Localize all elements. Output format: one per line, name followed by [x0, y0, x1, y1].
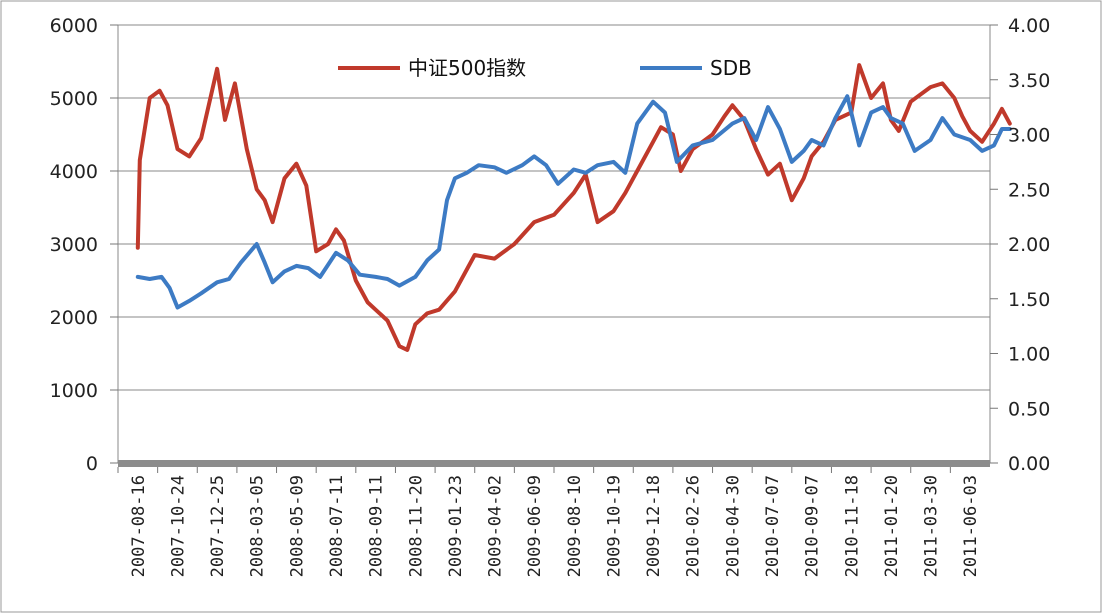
y-right-tick-label: 3.50	[1008, 70, 1050, 92]
series-lines	[135, 63, 1012, 352]
x-tick-label: 2008-03-05	[248, 475, 268, 577]
x-tick-label: 2008-09-11	[367, 475, 387, 577]
x-tick-label: 2007-08-16	[129, 475, 149, 577]
legend: 中证500指数 SDB	[338, 56, 752, 80]
y-right-tick-label: 2.00	[1008, 234, 1050, 256]
x-tick-label: 2008-05-09	[287, 475, 307, 577]
x-tick-label: 2008-07-11	[327, 475, 347, 577]
y-right-tick-label: 4.00	[1008, 15, 1050, 37]
x-tick-label: 2008-11-20	[406, 475, 426, 577]
series-line-sdb	[135, 94, 1012, 310]
x-tick-label: 2010-04-30	[723, 475, 743, 577]
legend-label: SDB	[710, 56, 752, 80]
x-tick-label: 2011-01-20	[882, 475, 902, 577]
y-right-tick-label: 0.50	[1008, 398, 1050, 420]
y-left-tick-label: 4000	[50, 161, 98, 183]
x-tick-label: 2009-08-10	[565, 475, 585, 577]
x-tick-label: 2009-06-09	[525, 475, 545, 577]
x-tick-label: 2007-10-24	[168, 475, 188, 577]
y-left-tick-label: 0	[86, 453, 98, 475]
x-tick-label: 2010-02-26	[684, 475, 704, 577]
y-right-tick-label: 3.00	[1008, 125, 1050, 147]
y-right-tick-label: 1.00	[1008, 344, 1050, 366]
y-right-tick-label: 0.00	[1008, 453, 1050, 475]
x-tick-label: 2009-04-02	[486, 475, 506, 577]
y-left-tick-label: 1000	[50, 380, 98, 402]
x-tick-label: 2009-10-19	[604, 475, 624, 577]
x-tick-label: 2011-06-03	[961, 475, 981, 577]
x-axis-bar	[118, 460, 990, 467]
y-left-tick-label: 6000	[50, 15, 98, 37]
y-left-tick-label: 5000	[50, 88, 98, 110]
x-tick-label: 2009-01-23	[446, 475, 466, 577]
y-right-tick-label: 2.50	[1008, 179, 1050, 201]
y-left-tick-label: 3000	[50, 234, 98, 256]
x-tick-label: 2010-11-18	[842, 475, 862, 577]
x-tick-label: 2007-12-25	[208, 475, 228, 577]
x-tick-label: 2009-12-18	[644, 475, 664, 577]
x-tick-label: 2010-07-07	[763, 475, 783, 577]
axes: 0 1000 2000 3000 4000 5000 6000 0.00 0.50 1.00 1.5…	[50, 15, 1051, 577]
y-left-tick-label: 2000	[50, 307, 98, 329]
series-line-csi500	[135, 63, 1012, 352]
y-right-tick-label: 1.50	[1008, 289, 1050, 311]
x-tick-label: 2011-03-30	[922, 475, 942, 577]
legend-label: 中证500指数	[408, 56, 526, 80]
x-tick-label: 2010-09-07	[803, 475, 823, 577]
